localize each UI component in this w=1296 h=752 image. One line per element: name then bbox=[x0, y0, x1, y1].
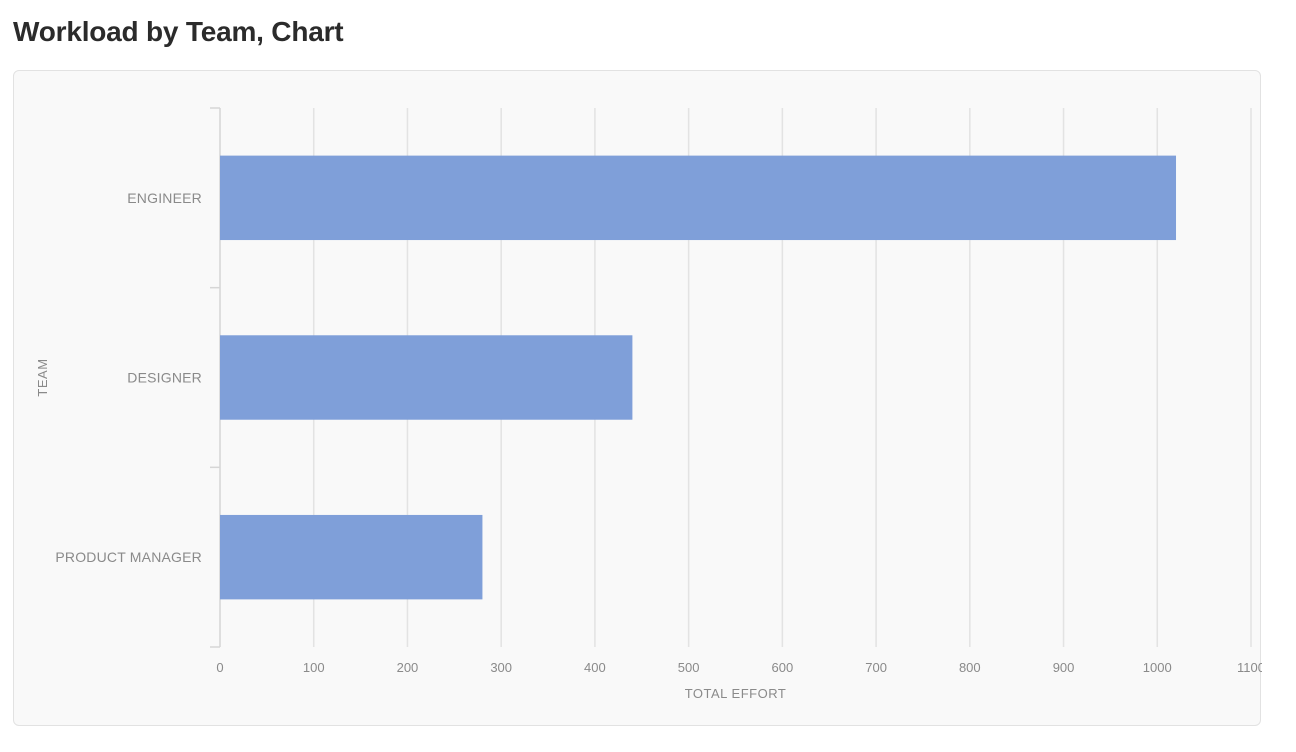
x-tick-label: 300 bbox=[490, 660, 512, 675]
category-labels: ENGINEER DESIGNER PRODUCT MANAGER bbox=[55, 190, 202, 565]
workload-bar-chart: 0 100 200 300 400 500 600 700 800 900 1000 1100 ENG… bbox=[35, 107, 1262, 701]
x-tick-label: 1100 bbox=[1237, 660, 1262, 675]
category-label: PRODUCT MANAGER bbox=[55, 549, 202, 565]
x-tick-label: 1000 bbox=[1143, 660, 1172, 675]
bar-designer[interactable] bbox=[220, 335, 633, 420]
x-tick-label: 200 bbox=[397, 660, 419, 675]
chart-panel: 0 100 200 300 400 500 600 700 800 900 1000 1100 ENG… bbox=[13, 70, 1262, 726]
y-axis bbox=[210, 107, 221, 648]
x-tick-label: 700 bbox=[865, 660, 887, 675]
y-axis-title: TEAM bbox=[35, 358, 50, 396]
bars bbox=[220, 155, 1177, 600]
x-tick-labels: 0 100 200 300 400 500 600 700 800 900 1000 1100 bbox=[216, 660, 1262, 675]
x-tick-label: 0 bbox=[216, 660, 223, 675]
x-tick-label: 900 bbox=[1053, 660, 1075, 675]
page-title: Workload by Team, Chart bbox=[13, 16, 344, 47]
x-tick-label: 100 bbox=[303, 660, 325, 675]
x-tick-label: 600 bbox=[772, 660, 794, 675]
category-label: DESIGNER bbox=[127, 370, 202, 386]
bar-engineer[interactable] bbox=[220, 155, 1177, 241]
x-tick-label: 500 bbox=[678, 660, 700, 675]
x-axis-title: TOTAL EFFORT bbox=[685, 686, 787, 701]
bar-product-manager[interactable] bbox=[220, 514, 483, 600]
category-label: ENGINEER bbox=[127, 190, 202, 206]
x-tick-label: 800 bbox=[959, 660, 981, 675]
x-tick-label: 400 bbox=[584, 660, 606, 675]
